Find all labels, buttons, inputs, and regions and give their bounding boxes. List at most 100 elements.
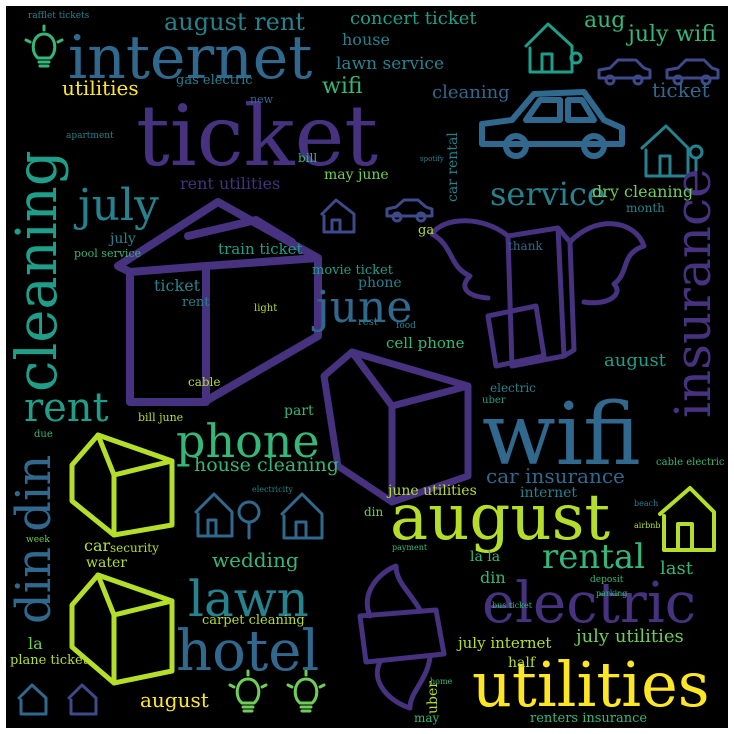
word-new: new <box>250 93 274 106</box>
word-parking: parking <box>596 589 628 598</box>
word-rental: rental <box>542 537 646 577</box>
word-july-utilities: july utilities <box>576 626 684 647</box>
word-july-wifi: july wifi <box>628 22 716 47</box>
word-aug: aug <box>584 8 626 33</box>
word-house: house <box>342 30 390 49</box>
word-din-tiny: din <box>364 505 384 519</box>
house-icon <box>280 492 324 540</box>
word-car: car <box>84 536 111 555</box>
word-internet: internet <box>68 23 313 93</box>
word-water: water <box>86 555 127 571</box>
word-phone: phone <box>176 414 320 468</box>
word-beach: beach <box>634 499 659 508</box>
word-gas-electric: gas electric <box>176 73 253 88</box>
word-wifi: wifi <box>482 385 641 485</box>
word-service: service <box>490 175 606 213</box>
word-ticket-tiny: ticket <box>154 276 201 295</box>
word-deposit: deposit <box>590 575 624 585</box>
word-rent-utilities: rent utilities <box>180 174 281 193</box>
word-thank: thank <box>508 239 543 253</box>
word-car-rental: car rental <box>445 132 461 202</box>
tree-icon <box>237 500 261 540</box>
word-bill: bill <box>298 151 318 165</box>
word-electricity: electricity <box>252 485 293 494</box>
word-july-small: july <box>110 231 136 247</box>
word-may-june: may june <box>324 167 389 183</box>
word-payment: payment <box>392 543 428 552</box>
word-june-utilities: june utilities <box>388 483 477 499</box>
word-spotify: spotify <box>420 155 444 163</box>
word-cleaning: cleaning <box>6 150 70 392</box>
word-airbnb: airbnb <box>634 521 661 530</box>
car-icon <box>385 198 434 223</box>
word-cable: cable <box>188 375 221 389</box>
word-august-small: august <box>604 350 666 371</box>
word-electric-small: electric <box>490 381 536 395</box>
house-icon <box>194 492 234 538</box>
house-icon <box>69 432 175 538</box>
word-car-insurance: car insurance <box>486 464 625 488</box>
word-la-la: la la <box>470 549 501 565</box>
word-home: home <box>430 677 453 686</box>
word-cleaning-small: cleaning <box>432 82 510 103</box>
lightbulb-icon <box>228 669 268 713</box>
word-due: due <box>34 429 53 440</box>
word-la: la <box>28 634 43 653</box>
word-food: food <box>396 321 416 331</box>
word-ticket: ticket <box>136 87 379 185</box>
word-cable-electric: cable electric <box>656 457 725 468</box>
word-july: july <box>78 180 159 231</box>
word-bill-june: bill june <box>138 411 184 424</box>
word-carpet-cleaning: carpet cleaning <box>202 613 305 628</box>
word-may: may <box>414 711 440 725</box>
word-renters-insurance: renters insurance <box>530 711 648 726</box>
word-utilities-small: utilities <box>62 76 139 100</box>
word-august-rent: august rent <box>164 8 305 36</box>
car-icon <box>479 89 625 159</box>
word-june: june <box>316 282 413 333</box>
word-last: last <box>660 558 693 579</box>
lightbulb-icon <box>24 24 64 68</box>
word-august: august <box>390 481 611 555</box>
house-icon <box>114 198 322 406</box>
word-month: month <box>626 201 665 215</box>
word-phone-small: phone <box>358 275 402 291</box>
word-part: part <box>284 403 314 419</box>
house-icon <box>69 572 175 686</box>
word-august-bottom: august <box>140 688 209 712</box>
house-icon <box>524 22 583 74</box>
word-july-internet: july internet <box>458 634 552 652</box>
house-icon <box>67 683 98 716</box>
word-security: security <box>110 541 159 555</box>
word-week: week <box>26 535 50 545</box>
word-ga: ga <box>418 223 435 238</box>
word-wedding: wedding <box>212 548 299 572</box>
word-ticket-small: ticket <box>652 78 710 102</box>
word-movie-ticket: movie ticket <box>312 263 393 278</box>
word-utilities: utilities <box>472 648 710 721</box>
house-icon <box>640 124 704 178</box>
car-icon <box>597 58 652 86</box>
lightbulb-icon <box>286 669 326 713</box>
word-uber: uber <box>482 395 506 406</box>
box-with-wings-icon <box>357 563 447 711</box>
word-hotel: hotel <box>176 619 320 684</box>
word-plane-ticket: plane ticket <box>10 653 88 668</box>
word-light: light <box>254 303 278 314</box>
box-with-wings-icon <box>429 218 647 369</box>
word-lawn-service: lawn service <box>336 54 445 74</box>
word-internet-small: internet <box>520 485 578 501</box>
word-rent-tiny: rent <box>182 295 210 310</box>
word-wifi-small: wifi <box>322 74 363 99</box>
word-train-ticket: train ticket <box>218 240 303 258</box>
word-cloud-canvas: ticket internet wifi august utilities el… <box>6 6 728 728</box>
word-apartment: apartment <box>66 131 114 141</box>
word-lawn: lawn <box>188 570 309 628</box>
word-bus-ticket: bus ticket <box>492 601 532 610</box>
house-icon <box>320 198 356 234</box>
word-dry-cleaning: dry cleaning <box>592 182 694 201</box>
car-icon <box>665 58 720 86</box>
house-icon <box>17 683 48 716</box>
word-rent: rent <box>24 385 109 431</box>
word-concert-ticket: concert ticket <box>350 8 477 29</box>
